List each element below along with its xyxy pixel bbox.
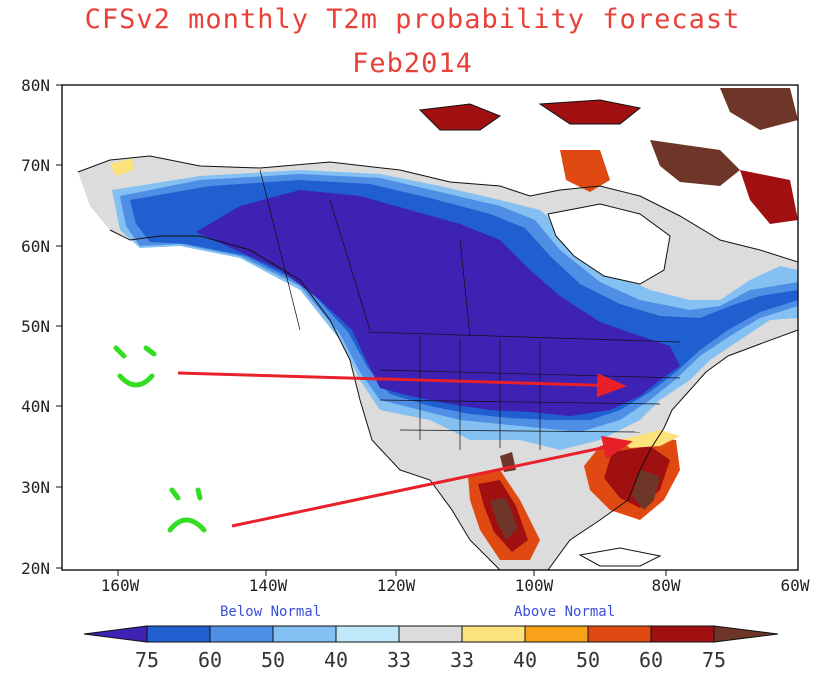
above-normal-label: Above Normal [514, 604, 616, 620]
colorbar-segment [650, 625, 715, 643]
colorbar-label-above-75: 75 [701, 648, 727, 672]
arrow-to-great-lakes [177, 371, 627, 398]
arrow-to-southeast [231, 435, 633, 528]
colorbar-label-above-40: 40 [512, 648, 538, 672]
colorbar-label-below-33: 33 [386, 648, 412, 672]
map-subtitle: Feb2014 [352, 48, 473, 79]
colorbar-label-above-50: 50 [575, 648, 601, 672]
smiley-face-annotation [113, 345, 157, 388]
lon-label-60w: 60W [780, 576, 810, 595]
lat-label-50n: 50N [21, 317, 50, 336]
colorbar-segment [524, 625, 589, 643]
lat-label-80n: 80N [21, 76, 50, 95]
colorbar-label-below-50: 50 [260, 648, 286, 672]
colorbar-segment [272, 625, 337, 643]
colorbar-label-below-40: 40 [323, 648, 349, 672]
colorbar-segment [461, 625, 526, 643]
colorbar-label-below-75: 75 [134, 648, 160, 672]
colorbar-segment [398, 625, 463, 643]
colorbar-segment [335, 625, 400, 643]
coastlines [77, 99, 798, 570]
colorbar-label-below-60: 60 [197, 648, 223, 672]
colorbar-label-above-33: 33 [449, 648, 475, 672]
lat-label-40n: 40N [21, 397, 50, 416]
lon-label-160w: 160W [100, 576, 140, 595]
lon-label-80w: 80W [651, 576, 681, 595]
colorbar [83, 625, 779, 643]
lat-label-30n: 30N [21, 478, 50, 497]
colorbar-segment [587, 625, 652, 643]
lat-label-70n: 70N [21, 156, 50, 175]
lat-label-60n: 60N [21, 237, 50, 256]
lon-label-140w: 140W [248, 576, 288, 595]
colorbar-segment [146, 625, 211, 643]
colorbar-right-arrow [713, 625, 779, 643]
map-frame [61, 84, 799, 571]
lon-label-120w: 120W [376, 576, 416, 595]
below-normal-label: Below Normal [220, 604, 322, 620]
map-title: CFSv2 monthly T2m probability forecast [84, 4, 741, 35]
colorbar-label-above-60: 60 [638, 648, 664, 672]
lon-label-100w: 100W [514, 576, 554, 595]
probability-field [62, 85, 798, 570]
political-boundaries [259, 169, 681, 450]
frowning-face-annotation [167, 487, 207, 533]
colorbar-segment [209, 625, 274, 643]
lat-label-20n: 20N [21, 559, 50, 578]
colorbar-left-arrow [83, 625, 148, 643]
